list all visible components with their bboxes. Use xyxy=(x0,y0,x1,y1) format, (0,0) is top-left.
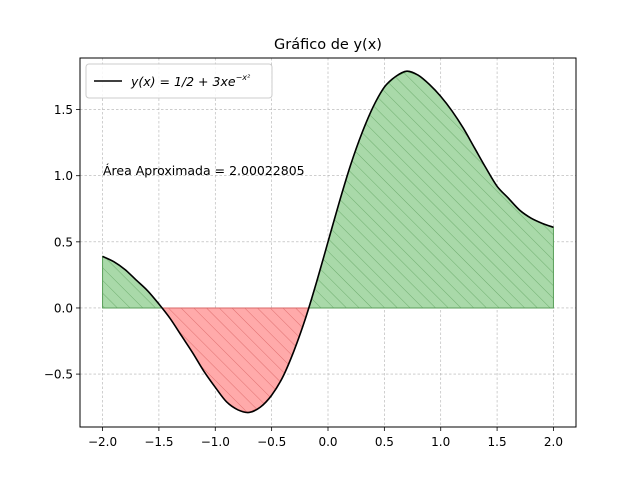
negative-area-fill xyxy=(160,307,310,413)
x-tick-label: −1.5 xyxy=(144,435,173,449)
y-tick-label: 1.0 xyxy=(54,169,73,183)
y-tick-label: 0.0 xyxy=(54,301,73,315)
series-line-y xyxy=(102,70,554,414)
y-tick-label: 1.5 xyxy=(54,103,73,117)
x-axis: −2.0 −1.5 −1.0 −0.5 0.0 0.5 1.0 1.5 2.0 xyxy=(88,427,563,449)
legend-formula: y(x) = 1/2 + 3xe xyxy=(130,74,236,89)
x-tick-label: −0.5 xyxy=(257,435,286,449)
x-tick-label: 1.0 xyxy=(431,435,450,449)
y-tick-label: 0.5 xyxy=(54,235,73,249)
legend: y(x) = 1/2 + 3xe−x² xyxy=(85,63,273,99)
x-tick-label: 0.5 xyxy=(375,435,394,449)
legend-box xyxy=(85,63,273,99)
x-tick-label: −1.0 xyxy=(201,435,230,449)
chart-title: Gráfico de y(x) xyxy=(274,37,382,53)
x-tick-label: 2.0 xyxy=(544,435,563,449)
x-tick-label: 0.0 xyxy=(318,435,337,449)
x-tick-label: 1.5 xyxy=(488,435,507,449)
y-axis: −0.5 0.0 0.5 1.0 1.5 xyxy=(44,103,80,382)
x-tick-label: −2.0 xyxy=(88,435,117,449)
area-fills xyxy=(102,70,554,413)
positive-area-fill xyxy=(102,255,164,309)
area-annotation: Área Aproximada = 2.00022805 xyxy=(103,163,305,178)
y-tick-label: −0.5 xyxy=(44,368,73,382)
legend-exponent: −x² xyxy=(236,73,251,82)
legend-label: y(x) = 1/2 + 3xe−x² xyxy=(130,73,251,89)
positive-area-fill xyxy=(308,70,554,309)
series-lines xyxy=(102,70,554,414)
